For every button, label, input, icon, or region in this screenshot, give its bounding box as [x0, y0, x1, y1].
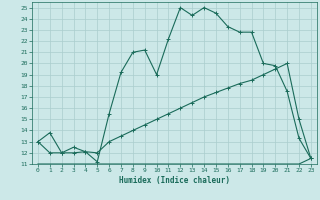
X-axis label: Humidex (Indice chaleur): Humidex (Indice chaleur): [119, 176, 230, 185]
